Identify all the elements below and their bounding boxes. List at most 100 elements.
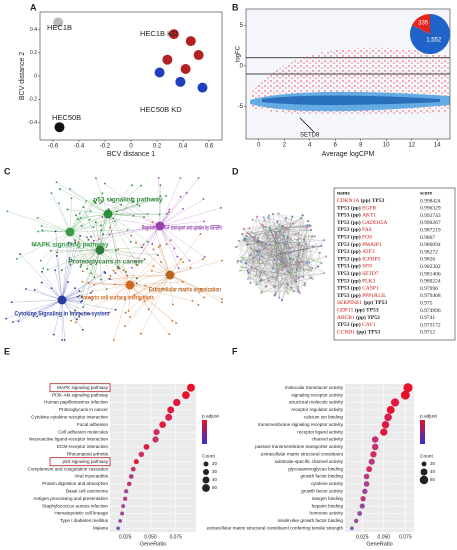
size-label: 40 <box>430 469 436 474</box>
network-edge <box>70 284 131 321</box>
size-label: 20 <box>430 461 436 466</box>
ppi-edge <box>246 263 300 265</box>
network-node <box>135 260 138 263</box>
ppi-node <box>274 232 277 235</box>
x-tick-label: 0.050 <box>378 534 391 540</box>
network-node <box>50 287 53 290</box>
network-edge <box>135 242 171 276</box>
panel-letter: C <box>4 166 11 176</box>
network-edge <box>50 249 101 252</box>
network-node <box>52 333 55 336</box>
ppi-edge <box>271 229 303 262</box>
ppi-edge <box>284 248 308 267</box>
interaction-name: TP53 (pp) PPP1R13L <box>337 292 387 299</box>
interaction-part: (pp) <box>351 285 361 292</box>
network-edge <box>159 225 179 269</box>
ppi-node <box>247 271 250 274</box>
network-node <box>142 243 145 246</box>
network-edge <box>139 274 171 301</box>
network-edge <box>158 247 171 276</box>
ppi-edge <box>256 242 300 285</box>
hub-node <box>165 270 175 280</box>
size-key <box>202 484 210 492</box>
network-node <box>75 318 78 321</box>
ppi-node <box>290 237 293 240</box>
dot <box>121 504 126 509</box>
network-edge <box>51 193 71 233</box>
network-node <box>79 312 82 315</box>
sample-label: HEC1B KD <box>140 29 178 38</box>
ppi-edge <box>243 240 290 249</box>
network-edge <box>11 299 63 303</box>
network-node <box>151 221 154 224</box>
x-tick-label: -0.2 <box>100 144 111 150</box>
network-edge <box>16 231 71 260</box>
ppi-edge <box>307 225 313 269</box>
network-edge <box>75 215 101 251</box>
interaction-part: SFN <box>362 264 372 270</box>
network-node <box>127 310 130 312</box>
network-node <box>89 210 92 212</box>
network-edge <box>56 182 109 215</box>
ppi-edge <box>246 248 308 264</box>
ppi-edge <box>255 237 276 276</box>
ppi-node <box>259 270 262 273</box>
network-node <box>86 236 88 239</box>
size-key <box>202 476 210 484</box>
network-node <box>76 295 79 298</box>
network-edge <box>69 249 101 259</box>
interaction-part: (pp) <box>351 263 361 270</box>
term-label: Focal adhesion <box>77 422 109 427</box>
network-node <box>5 317 7 320</box>
network-node <box>36 217 39 219</box>
ppi-node <box>242 227 245 230</box>
sample-point <box>53 17 64 28</box>
pathway-label: Extracellular matrix organization <box>149 287 221 294</box>
network-edge <box>104 183 161 227</box>
interaction-name: SERPINE1 (pp) TP53 <box>337 299 387 306</box>
ppi-node <box>325 255 328 258</box>
network-node <box>116 210 119 213</box>
ppi-node <box>267 216 270 219</box>
network-node <box>57 202 60 205</box>
ppi-node <box>257 237 260 240</box>
network-node <box>116 267 119 270</box>
network-node <box>70 197 73 200</box>
ppi-edge <box>285 253 314 261</box>
network-node <box>103 182 106 185</box>
network-node <box>131 200 134 203</box>
ppi-node <box>302 238 305 241</box>
ppi-node <box>246 277 249 280</box>
size-key <box>421 461 427 467</box>
ppi-edge <box>261 256 282 266</box>
ppi-node <box>240 266 243 269</box>
network-edge <box>118 249 171 276</box>
ppi-edge <box>272 213 308 226</box>
interaction-part: TP53 <box>337 293 350 299</box>
interaction-part: CAV1 <box>362 322 376 328</box>
interaction-part: (pp) <box>355 307 365 314</box>
ppi-node <box>273 242 276 245</box>
ppi-node <box>251 218 254 221</box>
network-edge <box>33 299 63 317</box>
ppi-edge <box>272 215 303 269</box>
ppi-node <box>235 245 238 248</box>
interaction-part: ATF3 <box>362 249 375 255</box>
network-node <box>54 269 57 272</box>
network-node <box>179 177 182 179</box>
network-edge <box>159 208 184 227</box>
ppi-edge <box>242 215 303 235</box>
network-edge <box>107 213 138 266</box>
term-label: heparin binding <box>312 503 344 508</box>
ppi-node <box>301 244 304 247</box>
ppi-node <box>298 291 301 294</box>
score: 0.981406 <box>420 271 441 277</box>
ppi-edge <box>247 216 258 245</box>
ppi-node <box>290 286 293 289</box>
score: 0.9867 <box>420 235 435 241</box>
network-node <box>100 278 103 281</box>
network-edge <box>83 207 101 251</box>
ppi-edge <box>296 273 304 278</box>
term-label: transmembrane signaling receptor activit… <box>258 422 344 427</box>
